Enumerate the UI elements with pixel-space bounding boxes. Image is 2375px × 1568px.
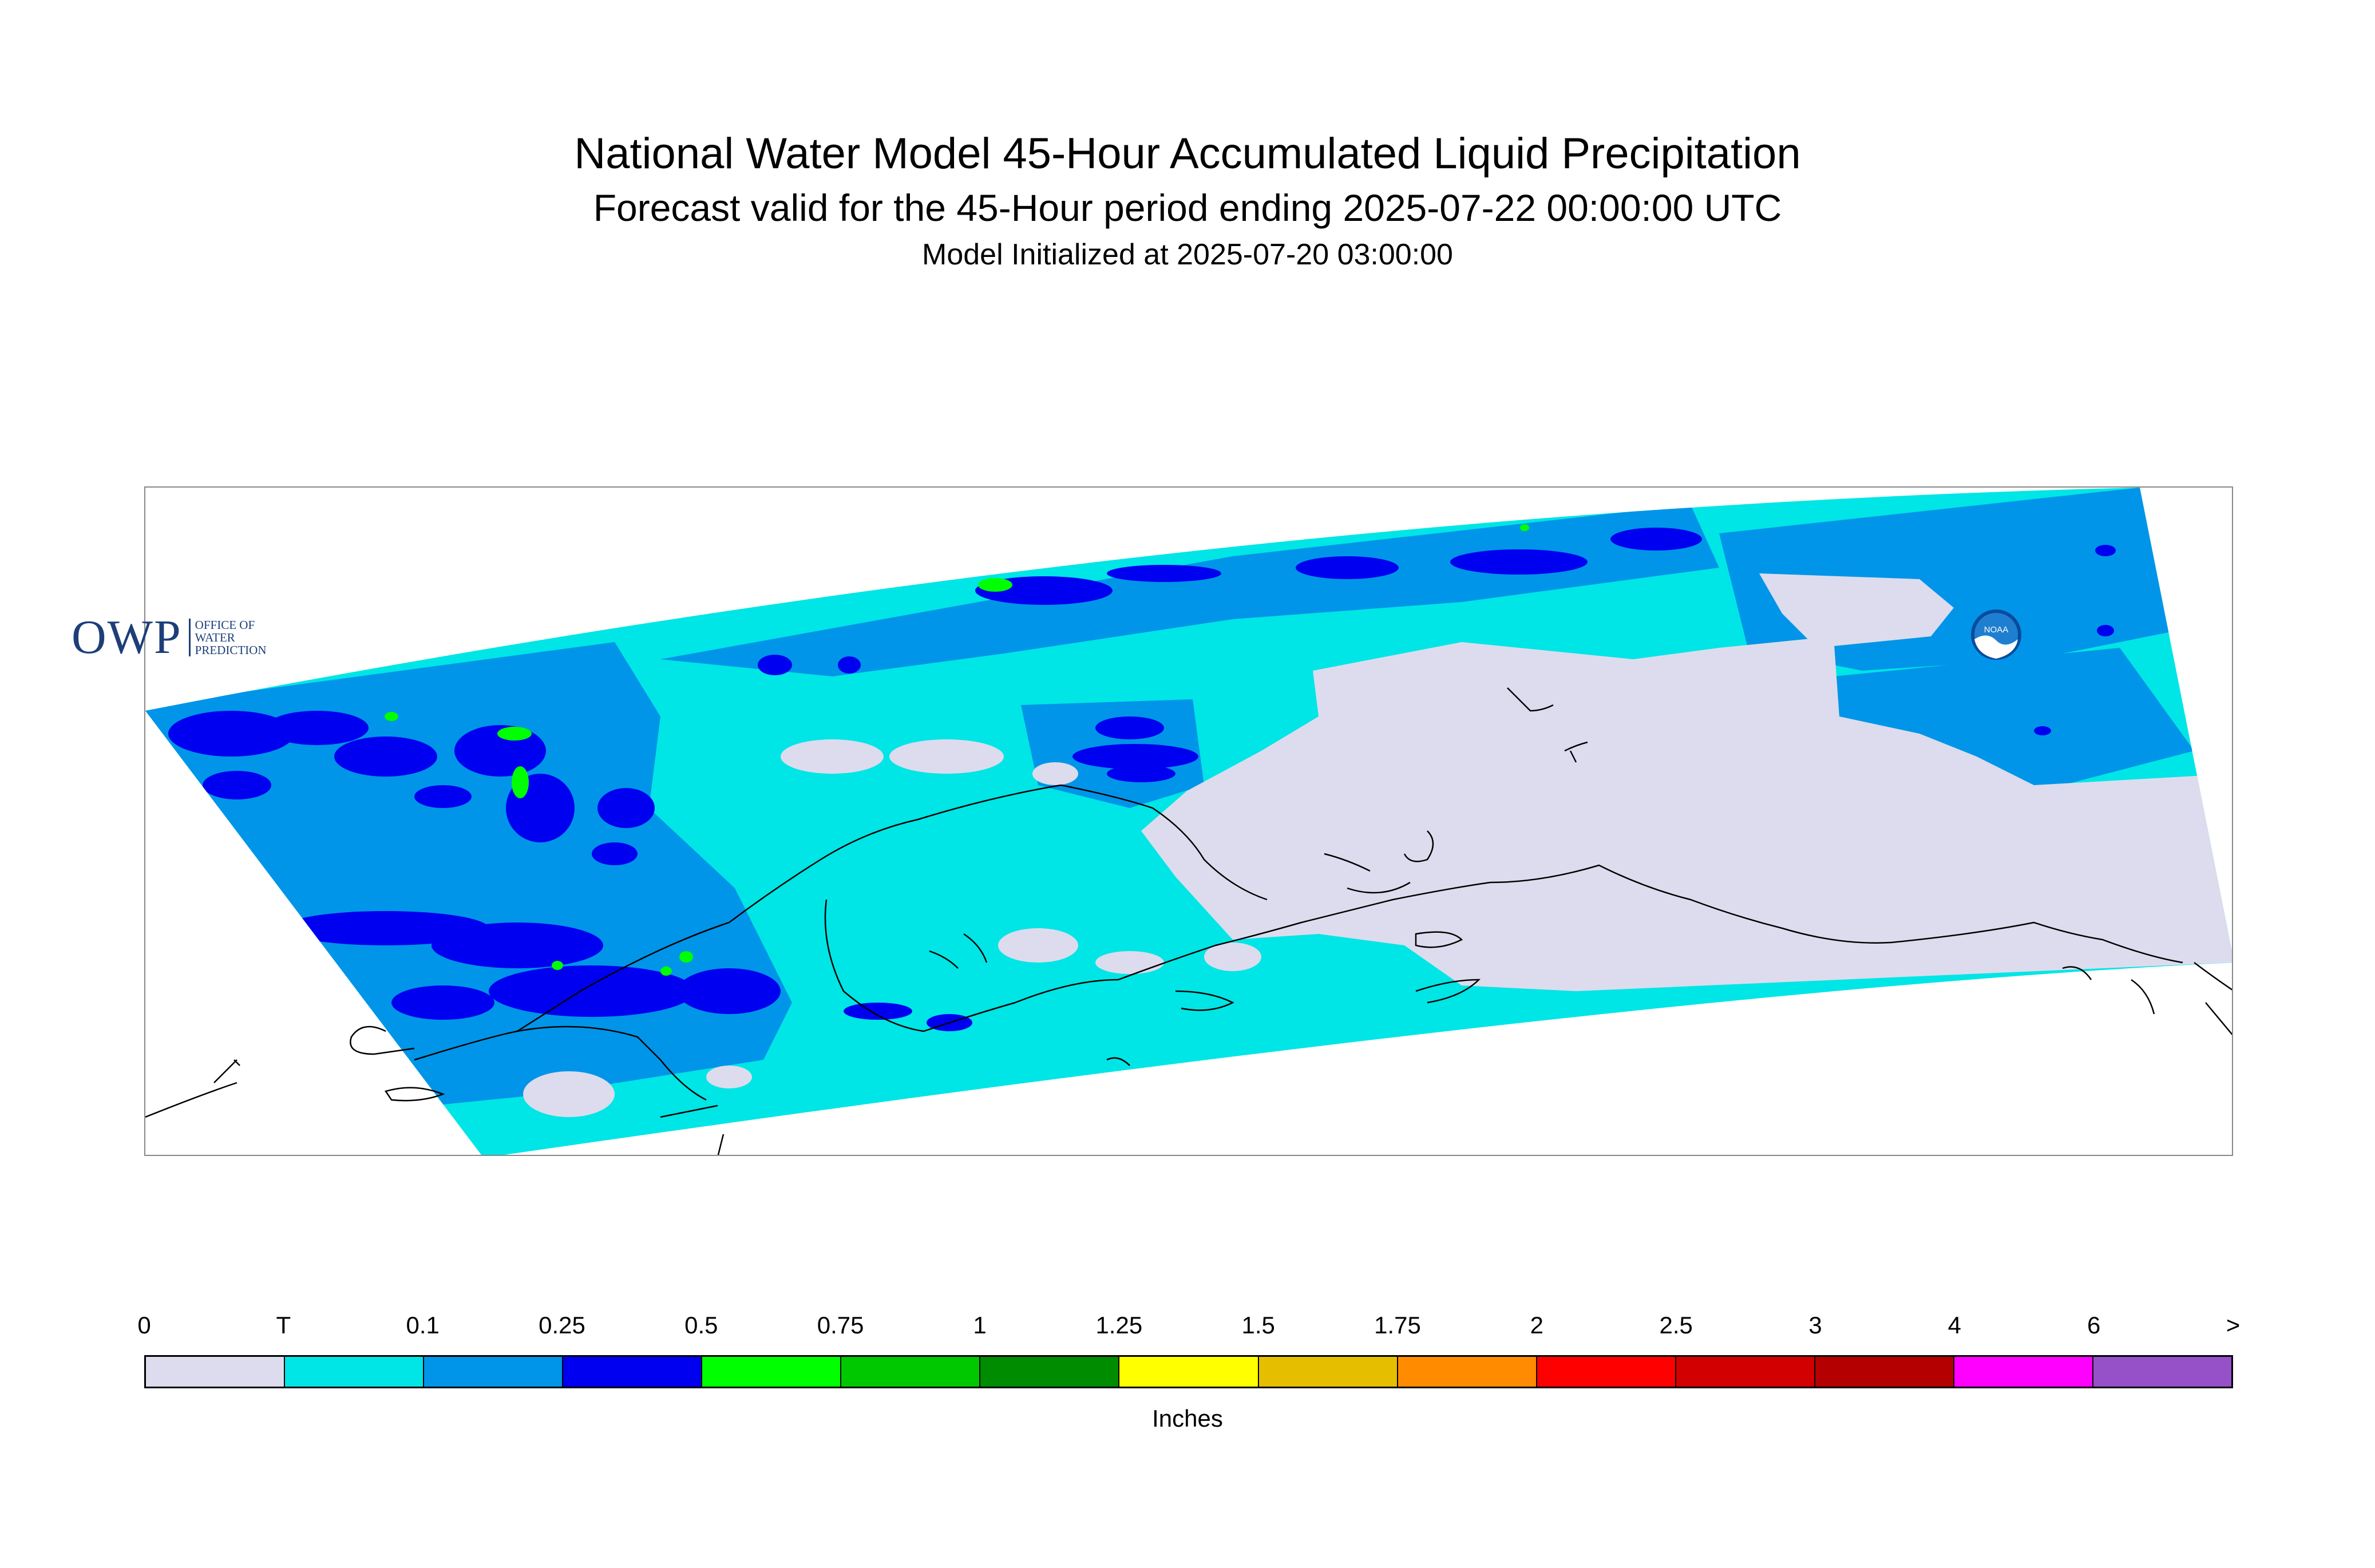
legend-swatch xyxy=(285,1357,425,1387)
legend-tick-label: 2 xyxy=(1530,1312,1544,1339)
legend-tick-label: 0.5 xyxy=(684,1312,718,1339)
owp-logo: OWP OFFICE OF WATER PREDICTION xyxy=(72,609,267,665)
map-title: National Water Model 45-Hour Accumulated… xyxy=(574,129,1801,178)
map-canvas xyxy=(145,488,2232,1155)
model-init-time: Model Initialized at 2025-07-20 03:00:00 xyxy=(922,238,1453,271)
coastlines xyxy=(145,687,2232,1155)
legend-units: Inches xyxy=(1152,1405,1223,1432)
legend-swatch xyxy=(1676,1357,1815,1387)
legend-swatch xyxy=(1258,1357,1398,1387)
owp-logo-line: OFFICE OF xyxy=(195,617,255,632)
legend-tick-label: 2.5 xyxy=(1659,1312,1693,1339)
legend-tick-label: 3 xyxy=(1808,1312,1822,1339)
legend-tick-label: 1.5 xyxy=(1241,1312,1275,1339)
legend-tick-label: 0 xyxy=(137,1312,151,1339)
legend-tick-label: 0.1 xyxy=(406,1312,440,1339)
owp-logo-line: PREDICTION xyxy=(195,643,267,657)
legend-tick-label: 4 xyxy=(1948,1312,1962,1339)
precip-none-regions xyxy=(523,573,2232,1117)
precip-heavy-patches xyxy=(168,528,2116,1031)
legend-tick-label: 0.25 xyxy=(539,1312,585,1339)
map-subtitle: Forecast valid for the 45-Hour period en… xyxy=(593,187,1782,229)
legend-tick-label: 6 xyxy=(2087,1312,2101,1339)
precip-fields xyxy=(145,488,2232,1117)
owp-logo-text: OFFICE OF WATER PREDICTION xyxy=(188,617,267,657)
legend-swatch xyxy=(1398,1357,1537,1387)
legend-swatch xyxy=(424,1357,564,1387)
owp-logo-letters: OWP xyxy=(72,611,182,664)
noaa-logo-text: NOAA xyxy=(1984,625,2009,635)
owp-logo-line: WATER xyxy=(195,630,235,644)
legend-tick-label: 1.75 xyxy=(1374,1312,1421,1339)
precip-region-north xyxy=(660,505,1719,676)
legend-tick-label: > xyxy=(2226,1312,2241,1339)
legend-swatch xyxy=(1954,1357,2093,1387)
precipitation-map xyxy=(144,486,2233,1156)
precip-green-spots xyxy=(385,524,1529,976)
legend-swatch xyxy=(563,1357,703,1387)
noaa-logo: NOAA xyxy=(1971,609,2021,660)
legend-swatch xyxy=(841,1357,981,1387)
legend-swatch xyxy=(980,1357,1120,1387)
legend-swatch xyxy=(2093,1357,2231,1387)
legend-swatch xyxy=(1119,1357,1259,1387)
legend-swatch xyxy=(1815,1357,1954,1387)
legend-tick-label: 0.75 xyxy=(817,1312,864,1339)
legend-tick-label: 1.25 xyxy=(1095,1312,1143,1339)
legend-swatch xyxy=(702,1357,842,1387)
legend-tick-label: T xyxy=(276,1312,291,1339)
legend-tick-label: 1 xyxy=(973,1312,987,1339)
color-legend-bar xyxy=(144,1355,2233,1388)
legend-swatch xyxy=(1537,1357,1676,1387)
legend-swatch xyxy=(146,1357,286,1387)
